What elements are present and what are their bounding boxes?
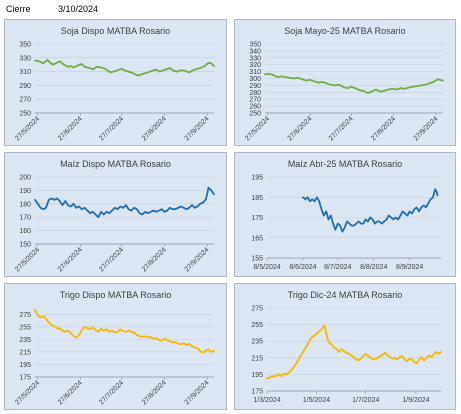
y-tick-label: 195 (251, 372, 263, 379)
series-line (34, 186, 215, 219)
x-tick-label: 27/9/2024 (413, 115, 440, 142)
x-tick-label: 8/7/2024 (324, 264, 351, 271)
x-tick-label: 27/6/2024 (57, 379, 84, 406)
y-tick-label: 235 (19, 337, 31, 344)
chart-svg: Trigo Dic-24 MATBA Rosario 175 195 215 235 25… (251, 290, 442, 404)
x-tick-label: 27/5/2024 (14, 379, 41, 406)
series-line (302, 188, 439, 233)
x-tick-label: 27/8/2024 (141, 379, 168, 406)
y-tick-label: 350 (249, 42, 261, 49)
y-tick-label: 255 (251, 322, 263, 329)
y-tick-label: 250 (19, 111, 31, 118)
x-tick-label: 27/9/2024 (184, 246, 211, 273)
y-tick-label: 275 (19, 312, 31, 319)
y-tick-label: 310 (249, 69, 261, 76)
y-tick-label: 215 (251, 355, 263, 362)
y-tick-label: 350 (19, 42, 31, 49)
series-line (34, 309, 215, 354)
chart-maiz-dispo: Maíz Dispo MATBA Rosario 150 160 170 180 190 2… (4, 152, 227, 277)
series-line (266, 324, 442, 380)
y-tick-label: 320 (249, 62, 261, 69)
chart-title: Trigo Dic-24 MATBA Rosario (288, 290, 403, 300)
y-tick-label: 330 (19, 55, 31, 62)
y-tick-label: 290 (19, 83, 31, 90)
y-tick-label: 170 (19, 215, 31, 222)
y-tick-label: 195 (19, 362, 31, 369)
y-tick-label: 340 (249, 48, 261, 55)
y-tick-label: 190 (19, 188, 31, 195)
series-line (34, 59, 215, 77)
chart-svg: Soja Mayo-25 MATBA Rosario 25026027028029… (244, 26, 444, 142)
chart-trigo-dispo: Trigo Dispo MATBA Rosario 175 195 215 235 255… (4, 283, 227, 410)
chart-title: Trigo Dispo MATBA Rosario (60, 290, 172, 300)
x-tick-label: 8/8/2024 (360, 264, 387, 271)
chart-title: Soja Mayo-25 MATBA Rosario (284, 26, 405, 36)
y-tick-label: 175 (251, 389, 263, 396)
y-tick-label: 195 (251, 175, 263, 182)
y-tick-label: 330 (249, 55, 261, 62)
x-tick-label: 27/8/2024 (370, 115, 397, 142)
x-tick-label: 27/6/2024 (57, 115, 84, 142)
chart-svg: Maíz Abr-25 MATBA Rosario 155 165 175 185 195… (251, 159, 441, 271)
x-tick-label: 27/6/2024 (57, 246, 84, 273)
y-tick-label: 150 (19, 242, 31, 249)
y-tick-label: 155 (251, 256, 263, 263)
x-tick-label: 27/7/2024 (328, 115, 355, 142)
chart-svg: Soja Dispo MATBA Rosario 250 270 290 310 330 3… (14, 26, 215, 142)
x-tick-label: 27/7/2024 (98, 115, 125, 142)
x-tick-label: 1/7/2024 (352, 397, 379, 404)
y-tick-label: 185 (251, 195, 263, 202)
y-tick-label: 175 (251, 215, 263, 222)
chart-maiz-abr-25: Maíz Abr-25 MATBA Rosario 155 165 175 185 195… (234, 152, 456, 277)
x-tick-label: 8/5/2024 (253, 264, 280, 271)
y-tick-label: 215 (19, 349, 31, 356)
x-tick-label: 27/5/2024 (14, 246, 41, 273)
series-line (264, 72, 444, 94)
y-tick-label: 180 (19, 201, 31, 208)
y-tick-label: 310 (19, 69, 31, 76)
chart-soja-dispo: Soja Dispo MATBA Rosario 250 270 290 310 330 3… (4, 19, 227, 146)
x-tick-label: 27/5/2024 (244, 115, 271, 142)
x-tick-label: 8/6/2024 (289, 264, 316, 271)
x-tick-label: 27/8/2024 (141, 115, 168, 142)
y-tick-label: 275 (251, 306, 263, 313)
y-tick-label: 200 (19, 175, 31, 182)
chart-soja-mayo-25: Soja Mayo-25 MATBA Rosario 250 260 270 280 29… (234, 19, 456, 146)
x-tick-label: 1/9/2024 (402, 397, 429, 404)
x-tick-label: 1/3/2024 (253, 397, 280, 404)
chart-trigo-dic-24: Trigo Dic-24 MATBA Rosario 175 195 215 235 25… (234, 283, 456, 410)
header-label: Cierre (6, 4, 31, 14)
x-tick-label: 27/9/2024 (184, 379, 211, 406)
x-tick-label: 27/9/2024 (184, 115, 211, 142)
y-tick-label: 250 (249, 111, 261, 118)
chart-svg: Maíz Dispo MATBA Rosario 150 160 170 180 190 2… (14, 159, 215, 273)
y-tick-label: 290 (249, 83, 261, 90)
y-tick-label: 175 (19, 375, 31, 382)
y-tick-label: 160 (19, 228, 31, 235)
x-tick-label: 27/5/2024 (14, 115, 41, 142)
y-tick-label: 260 (249, 104, 261, 111)
x-tick-label: 27/7/2024 (98, 379, 125, 406)
y-tick-label: 235 (251, 339, 263, 346)
x-tick-label: 27/7/2024 (98, 246, 125, 273)
chart-title: Soja Dispo MATBA Rosario (61, 26, 170, 36)
chart-svg: Trigo Dispo MATBA Rosario 175 195 215 235 255… (14, 290, 215, 406)
chart-title: Maíz Dispo MATBA Rosario (60, 159, 171, 169)
x-tick-label: 27/8/2024 (141, 246, 168, 273)
y-tick-label: 270 (19, 97, 31, 104)
y-tick-label: 270 (249, 97, 261, 104)
x-tick-label: 27/6/2024 (287, 115, 314, 142)
y-tick-label: 255 (19, 324, 31, 331)
y-tick-label: 280 (249, 90, 261, 97)
header-date: 3/10/2024 (58, 4, 99, 14)
chart-title: Maíz Abr-25 MATBA Rosario (288, 159, 402, 169)
y-tick-label: 165 (251, 235, 263, 242)
x-tick-label: 1/5/2024 (303, 397, 330, 404)
x-tick-label: 8/9/2024 (396, 264, 423, 271)
y-tick-label: 300 (249, 76, 261, 83)
